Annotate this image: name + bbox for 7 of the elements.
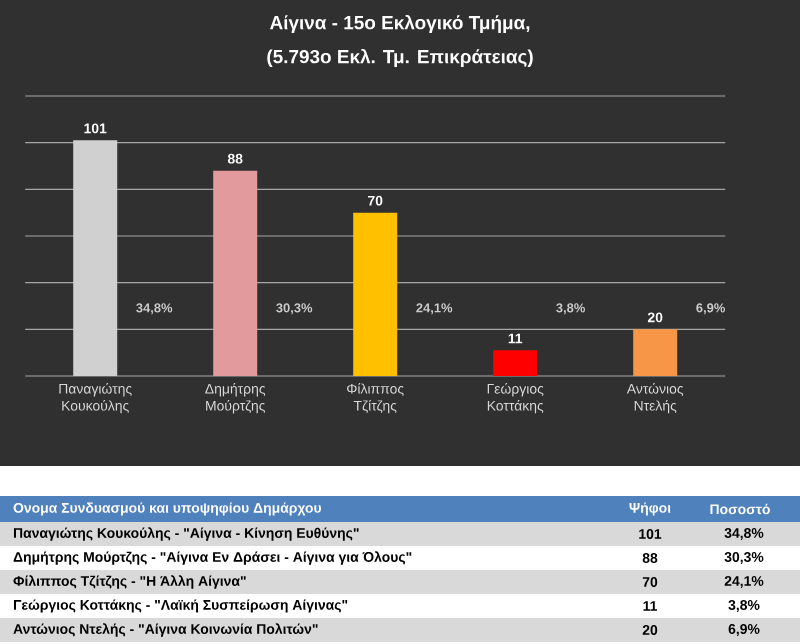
bar [493,350,538,377]
bar [73,140,118,377]
bar [213,171,258,377]
chart-subtitle: (5.793ο Εκλ. Τμ. Επικράτειας) [267,49,533,68]
chart-title: Αίγινα - 15ο Εκλογικό Τμήμα, [270,15,530,34]
bar [353,213,398,377]
bar [633,329,678,377]
